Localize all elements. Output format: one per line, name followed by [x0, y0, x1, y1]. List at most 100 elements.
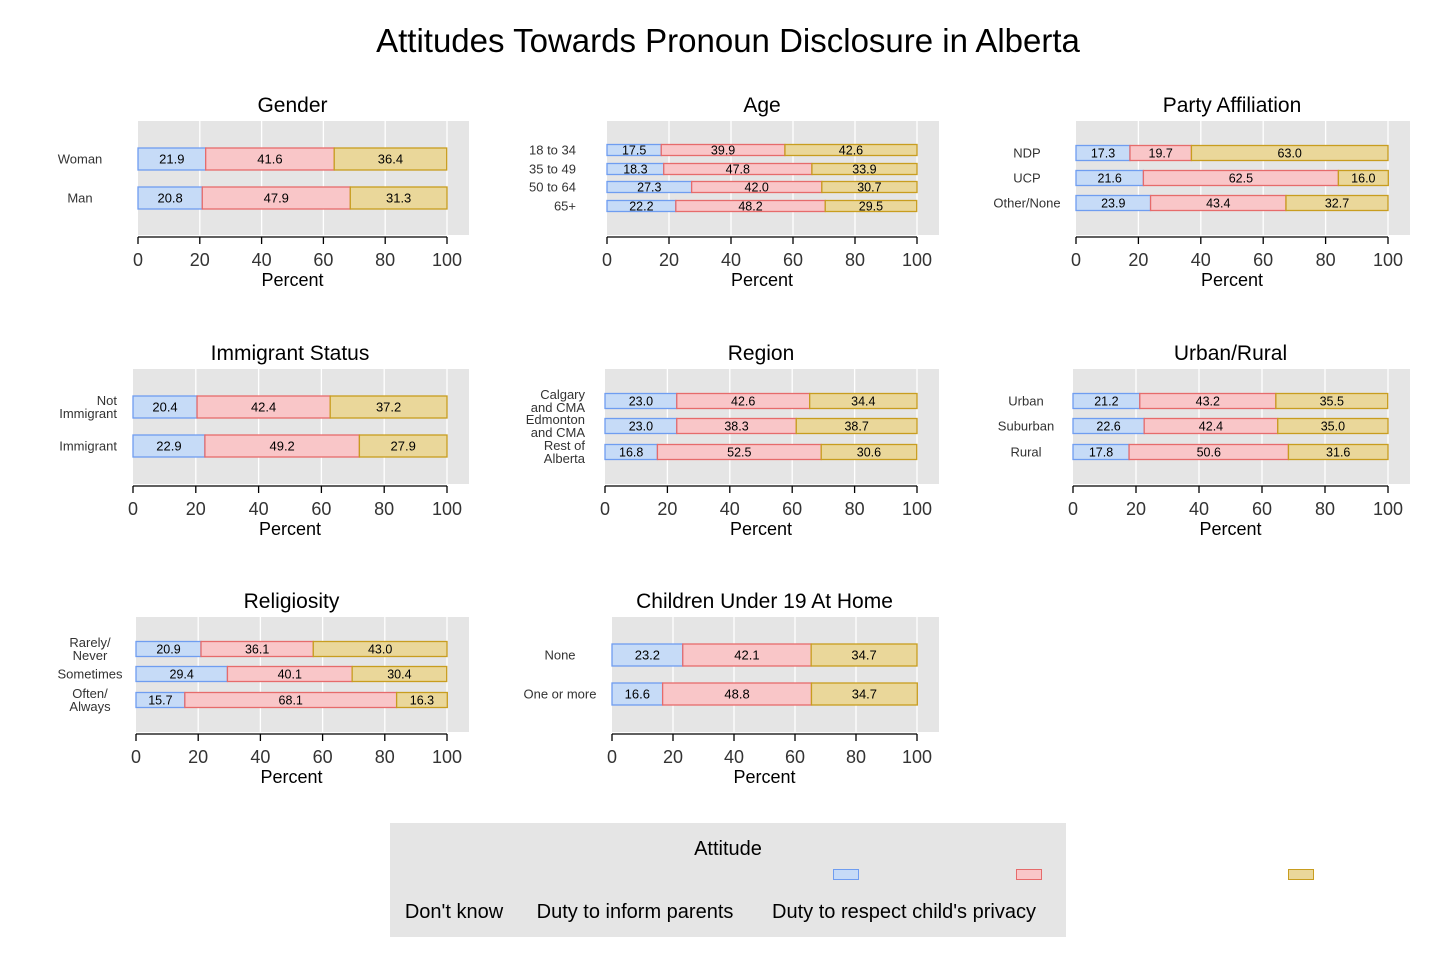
data-label: 35.5 — [1320, 395, 1344, 409]
x-tick-label: 100 — [1373, 499, 1403, 519]
data-label: 23.2 — [635, 648, 660, 663]
x-tick-label: 60 — [1253, 250, 1273, 270]
bar-segment-duty-to-respect-child-s-privacy — [1337, 169, 1389, 187]
x-tick-label: 40 — [252, 250, 272, 270]
x-tick-label: 20 — [190, 250, 210, 270]
x-tick-label: 100 — [432, 499, 462, 519]
data-label: 43.0 — [368, 643, 392, 657]
category-label: Calgary and CMA — [531, 387, 586, 415]
x-tick-label: 40 — [721, 250, 741, 270]
data-label: 23.0 — [629, 395, 653, 409]
bar-segment-duty-to-respect-child-s-privacy — [1190, 144, 1389, 162]
panel-background — [612, 617, 939, 732]
bar-segment-duty-to-respect-child-s-privacy — [824, 199, 918, 213]
legend-key-duty-to-inform — [1016, 869, 1042, 880]
legend: Attitude Don't know Duty to inform paren… — [390, 823, 1314, 937]
x-tick-label: 100 — [902, 747, 932, 767]
x-tick-label: 60 — [313, 250, 333, 270]
bar-segment-duty-to-respect-child-s-privacy — [810, 682, 918, 706]
category-label: Rest of Alberta — [544, 438, 586, 466]
data-label: 48.8 — [724, 687, 749, 702]
legend-key-duty-to-respect — [1288, 869, 1314, 880]
x-tick-label: 0 — [600, 499, 610, 519]
data-label: 43.4 — [1206, 197, 1230, 211]
data-label: 21.6 — [1098, 172, 1122, 186]
data-label: 40.1 — [278, 668, 302, 682]
legend-title: Attitude — [694, 838, 762, 860]
category-label: Sometimes — [57, 667, 123, 682]
x-tick-label: 0 — [131, 747, 141, 767]
category-label: 18 to 34 — [529, 143, 576, 158]
bar-segment-duty-to-respect-child-s-privacy — [809, 392, 918, 410]
category-label: Often/Always — [69, 686, 111, 714]
bar-segment-duty-to-respect-child-s-privacy — [329, 395, 448, 419]
panel-children-under-19-at-home: Children Under 19 At Home 23.2 42.1 34.7 Non… — [524, 590, 939, 787]
bar-segment-duty-to-respect-child-s-privacy — [1277, 417, 1389, 435]
category-label: Woman — [58, 152, 103, 167]
data-label: 16.8 — [619, 446, 643, 460]
data-label: 23.0 — [629, 420, 653, 434]
panel-background — [138, 121, 469, 235]
data-label: 22.9 — [156, 439, 181, 454]
category-label: Urban — [1008, 394, 1043, 409]
panel-title: Party Affiliation — [1163, 94, 1302, 117]
data-label: 20.8 — [157, 191, 182, 206]
data-label: 30.4 — [387, 668, 411, 682]
x-tick-label: 40 — [1189, 499, 1209, 519]
panel-region: Region 23.0 42.6 34.4 Calgary and CMA 23.0 38.3… — [526, 342, 939, 539]
data-label: 32.7 — [1325, 197, 1349, 211]
x-axis-label: Percent — [260, 767, 322, 787]
legend-label-duty-to-respect: Duty to respect child's privacy — [772, 901, 1036, 923]
data-label: 47.9 — [264, 191, 289, 206]
data-label: 47.8 — [726, 163, 750, 177]
x-tick-label: 20 — [188, 747, 208, 767]
category-label: Not Immigrant — [59, 393, 117, 421]
panel-background — [133, 369, 469, 484]
data-label: 48.2 — [738, 200, 762, 214]
x-tick-label: 100 — [432, 747, 462, 767]
panel-title: Region — [728, 342, 795, 365]
bar-segment-duty-to-respect-child-s-privacy — [1285, 194, 1389, 212]
bar-segment-duty-to-respect-child-s-privacy — [795, 417, 918, 435]
bar-segment-duty-to-respect-child-s-privacy — [333, 147, 448, 171]
bar-segment-duty-to-respect-child-s-privacy — [1275, 392, 1389, 410]
data-label: 68.1 — [279, 694, 303, 708]
legend-key-dont-know — [833, 869, 859, 880]
data-label: 15.7 — [148, 694, 172, 708]
category-label: Rural — [1010, 445, 1041, 460]
data-label: 18.3 — [623, 163, 647, 177]
data-label: 38.7 — [844, 420, 868, 434]
data-label: 37.2 — [376, 400, 401, 415]
x-tick-label: 20 — [1128, 250, 1148, 270]
panel-background — [607, 121, 939, 235]
data-label: 49.2 — [269, 439, 294, 454]
category-label: NDP — [1013, 146, 1040, 161]
data-label: 16.6 — [625, 687, 650, 702]
category-label: UCP — [1013, 171, 1040, 186]
x-axis-label: Percent — [731, 270, 793, 290]
data-label: 38.3 — [724, 420, 748, 434]
panel-title: Religiosity — [244, 590, 340, 613]
data-label: 34.7 — [851, 648, 876, 663]
data-label: 30.7 — [857, 181, 881, 195]
data-label: 31.6 — [1326, 446, 1350, 460]
panel-age: Age 17.5 39.9 42.6 18 to 34 18.3 47.8 33.9 35 to… — [529, 94, 939, 290]
category-label: Suburban — [998, 419, 1054, 434]
x-tick-label: 0 — [602, 250, 612, 270]
x-tick-label: 80 — [1315, 499, 1335, 519]
panel-immigrant-status: Immigrant Status 20.4 42.4 37.2 Not Immigrant… — [59, 342, 469, 539]
data-label: 34.4 — [851, 395, 875, 409]
panel-title: Age — [743, 94, 780, 117]
x-tick-label: 60 — [311, 499, 331, 519]
data-label: 36.4 — [378, 152, 403, 167]
bar-segment-duty-to-respect-child-s-privacy — [821, 180, 918, 194]
data-label: 36.1 — [245, 643, 269, 657]
data-label: 41.6 — [257, 152, 282, 167]
bar-segment-duty-to-respect-child-s-privacy — [395, 691, 448, 709]
panel-title: Urban/Rural — [1174, 342, 1287, 365]
bar-segment-duty-to-respect-child-s-privacy — [820, 443, 918, 461]
category-label: None — [544, 648, 575, 663]
category-label: Immigrant — [59, 439, 117, 454]
panel-religiosity: Religiosity 20.9 36.1 43.0 Rarely/Never 29.4 4… — [57, 590, 469, 787]
data-label: 50.6 — [1197, 446, 1221, 460]
